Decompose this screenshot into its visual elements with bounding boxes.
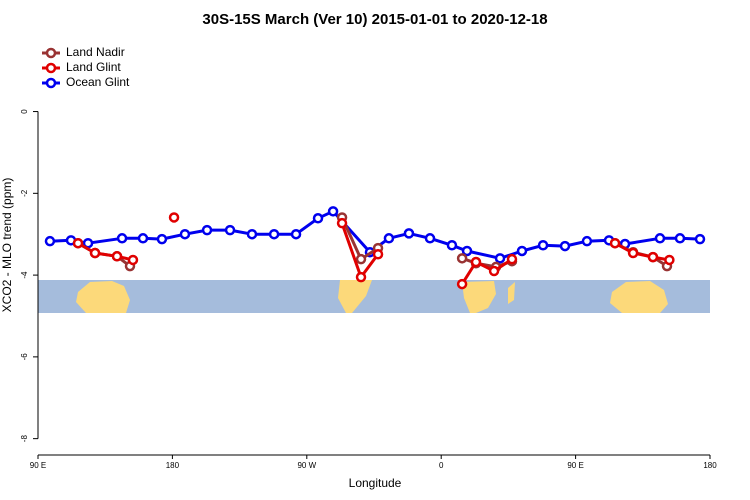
data-point: [372, 248, 384, 260]
data-point: [179, 228, 191, 240]
data-point: [89, 247, 101, 259]
data-point: [446, 240, 458, 251]
chart-title: 30S-15S March (Ver 10) 2015-01-01 to 202…: [202, 11, 547, 28]
data-point: [312, 213, 324, 224]
data-point: [581, 235, 593, 247]
x-tick-label: 0: [439, 461, 444, 470]
y-axis-label: XCO2 - MLO trend (ppm): [0, 178, 14, 313]
data-point: [111, 251, 123, 262]
data-point: [327, 206, 339, 217]
y-tick-label: -6: [20, 353, 29, 361]
x-tick-label: 180: [166, 461, 180, 470]
data-point: [424, 233, 436, 244]
legend-label: Land Glint: [66, 60, 121, 74]
y-tick-label: -4: [20, 271, 29, 279]
data-point: [494, 253, 506, 264]
y-tick-label: 0: [20, 109, 29, 114]
data-point: [156, 233, 168, 245]
data-point: [224, 224, 236, 236]
data-point: [403, 228, 415, 239]
data-point: [456, 253, 468, 264]
data-point: [647, 251, 659, 263]
data-point: [609, 237, 621, 249]
data-point: [246, 228, 258, 240]
y-tick-label: -8: [20, 435, 29, 443]
data-point: [72, 237, 84, 249]
data-point: [127, 254, 139, 266]
legend-marker: [45, 47, 57, 59]
x-tick-label: 180: [703, 461, 717, 470]
data-point: [537, 240, 549, 251]
x-axis-label: Longitude: [349, 476, 402, 490]
data-point: [336, 217, 348, 229]
map-band: [38, 280, 710, 313]
data-point: [664, 254, 675, 266]
data-point: [137, 233, 149, 244]
legend-label: Land Nadir: [66, 45, 125, 59]
data-point: [456, 278, 468, 290]
legend-marker: [45, 77, 57, 89]
data-point: [506, 253, 518, 265]
data-point: [694, 233, 706, 245]
data-point: [488, 265, 500, 277]
data-point: [44, 235, 56, 247]
data-point: [627, 247, 639, 259]
x-tick-label: 90 E: [567, 461, 583, 470]
x-tick-label: 90 E: [30, 461, 46, 470]
x-tick-label: 90 W: [297, 461, 316, 470]
data-point: [168, 212, 180, 223]
data-point: [268, 228, 280, 240]
data-point: [290, 228, 302, 240]
data-point: [116, 233, 128, 244]
data-point: [461, 245, 473, 257]
data-point: [82, 237, 94, 249]
data-point: [559, 240, 571, 252]
data-point: [516, 245, 528, 257]
data-point: [383, 233, 395, 244]
data-point: [355, 271, 367, 283]
legend-marker: [45, 62, 57, 74]
data-point: [201, 224, 213, 236]
data-point: [654, 233, 666, 244]
data-point: [470, 256, 482, 268]
y-tick-label: -2: [20, 189, 29, 197]
data-point: [355, 253, 367, 265]
data-point: [674, 233, 686, 244]
legend-label: Ocean Glint: [66, 75, 130, 89]
